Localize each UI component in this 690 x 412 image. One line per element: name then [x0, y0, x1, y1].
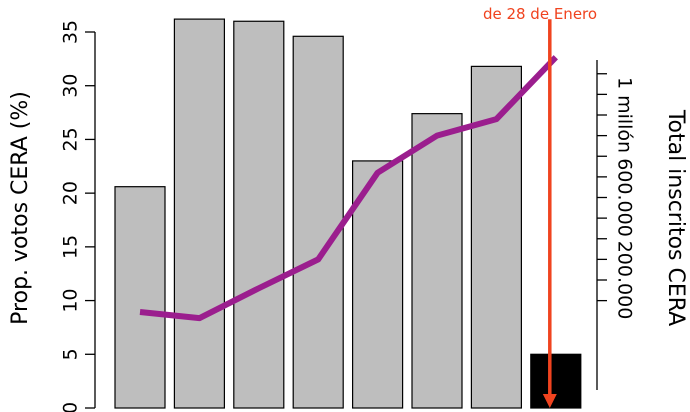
bar: [173, 18, 225, 409]
bar: [114, 186, 166, 409]
bars: [114, 18, 582, 409]
y-tick-label: 15: [60, 235, 82, 259]
y-tick-label: 10: [60, 288, 82, 312]
annotation-arrow-head: [542, 394, 557, 408]
y2-axis-title: Total inscritos CERA: [663, 109, 688, 326]
y2-tick-label: 1 millón: [614, 77, 636, 153]
y2-tick-label: 600.000: [614, 158, 636, 237]
line-series-path: [139, 55, 558, 322]
y-tick-label: 35: [60, 20, 82, 44]
y-tick-label: 20: [60, 181, 82, 205]
y2-tick-label: 200.000: [614, 241, 636, 320]
y-tick-label: 0: [60, 402, 82, 412]
bar: [292, 35, 344, 409]
y-axis-title: Prop. votos CERA (%): [8, 91, 33, 325]
line-series: [139, 55, 558, 322]
annotation: de 28 de Enero: [483, 5, 597, 408]
bar: [530, 353, 582, 409]
annotation-label: de 28 de Enero: [483, 5, 597, 23]
y-tick-label: 30: [60, 74, 82, 98]
y-tick-label: 25: [60, 127, 82, 151]
y-tick-label: 5: [60, 348, 82, 360]
bar: [411, 113, 463, 409]
right-axis: 200.000 600.000 1 millón: [596, 60, 636, 390]
left-axis: 0 5 10 15 20 25 30 35: [60, 20, 96, 412]
bar: [233, 20, 285, 409]
